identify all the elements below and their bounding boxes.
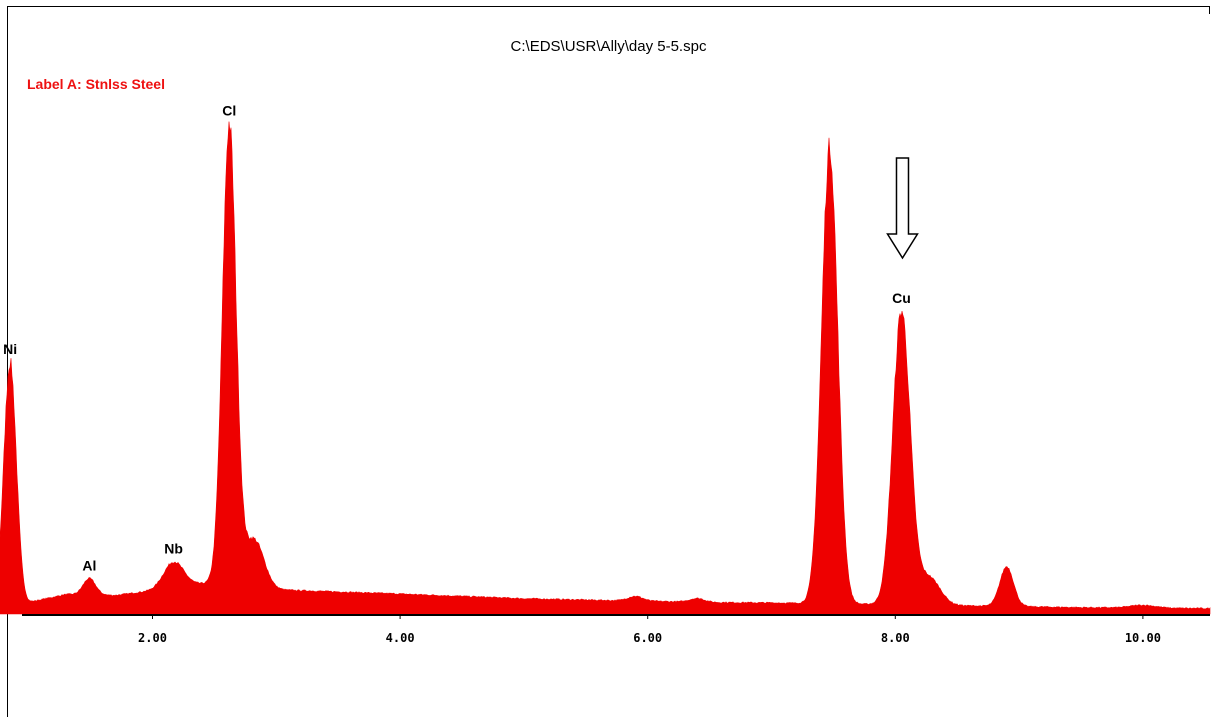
spectrum-fill-layer xyxy=(0,121,1211,615)
x-axis: 2.004.006.008.0010.0012.0014.0016.0018.0… xyxy=(22,614,1210,645)
down-arrow-icon xyxy=(886,157,919,260)
spectrum-label: Label A: Stnlss Steel xyxy=(27,76,165,92)
x-tick-label: 8.00 xyxy=(881,631,910,645)
annotation-layer xyxy=(886,157,919,260)
peak-label-al: Al xyxy=(82,557,96,573)
x-tick-label: 2.00 xyxy=(138,631,167,645)
peak-label-cl: Cl xyxy=(222,102,236,118)
peak-label-nb: Nb xyxy=(164,541,183,557)
frame-border-right-tick xyxy=(1209,6,1210,14)
peak-label-cu: Cu xyxy=(892,290,911,306)
frame-border-top xyxy=(7,6,1210,7)
spectrum-area xyxy=(0,121,1211,615)
peak-labels: ONiAlNbClCu xyxy=(3,102,911,573)
peak-label-ni: Ni xyxy=(3,341,17,357)
x-tick-label: 6.00 xyxy=(633,631,662,645)
x-tick-label: 4.00 xyxy=(386,631,415,645)
frame-border-left xyxy=(7,6,8,717)
file-path-title: C:\EDS\USR\Ally\day 5-5.spc xyxy=(510,38,707,55)
x-tick-label: 10.00 xyxy=(1125,631,1161,645)
